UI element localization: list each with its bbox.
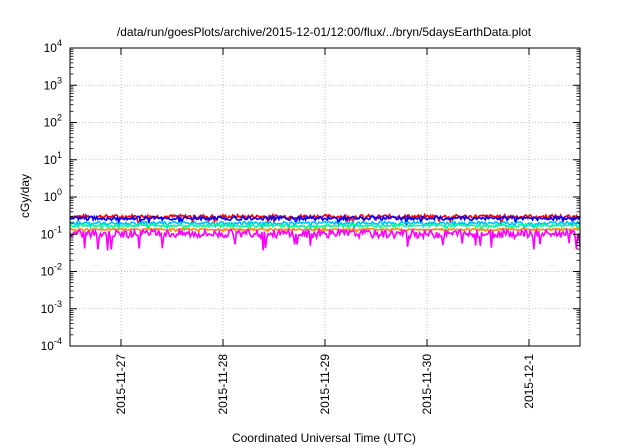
x-tick-label: 2015-11-29 <box>318 354 332 415</box>
chart-title: /data/run/goesPlots/archive/2015-12-01/1… <box>117 25 532 39</box>
y-tick-label: 10-3 <box>41 299 62 316</box>
y-tick-label: 10-1 <box>41 224 62 241</box>
series-line <box>69 219 581 231</box>
y-tick-labels: 10-4 10-3 10-2 10-1 100 101 102 103 104 <box>41 38 62 353</box>
x-tick-label: 2015-12-1 <box>522 354 536 409</box>
grid <box>70 47 580 347</box>
series-line <box>69 226 581 251</box>
y-tick-label: 10-4 <box>41 336 62 353</box>
series-line <box>69 213 581 227</box>
x-tick-label: 2015-11-27 <box>114 354 128 415</box>
x-axis-label: Coordinated Universal Time (UTC) <box>232 431 416 445</box>
y-axis-label: cGy/day <box>18 174 32 218</box>
y-tick-label: 101 <box>44 150 62 167</box>
y-tick-label: 102 <box>44 113 62 130</box>
x-tick-label: 2015-11-30 <box>420 354 434 415</box>
y-tick-label: 10-2 <box>41 262 62 279</box>
series-layer <box>69 212 581 251</box>
x-tick-label: 2015-11-28 <box>216 354 230 415</box>
y-tick-label: 103 <box>44 75 62 92</box>
series-line <box>69 212 581 226</box>
x-tick-labels: 2015-11-27 2015-11-28 2015-11-29 2015-11-30… <box>114 354 536 415</box>
y-tick-label: 104 <box>44 38 62 55</box>
ticks <box>70 47 580 347</box>
y-tick-label: 100 <box>44 187 62 204</box>
